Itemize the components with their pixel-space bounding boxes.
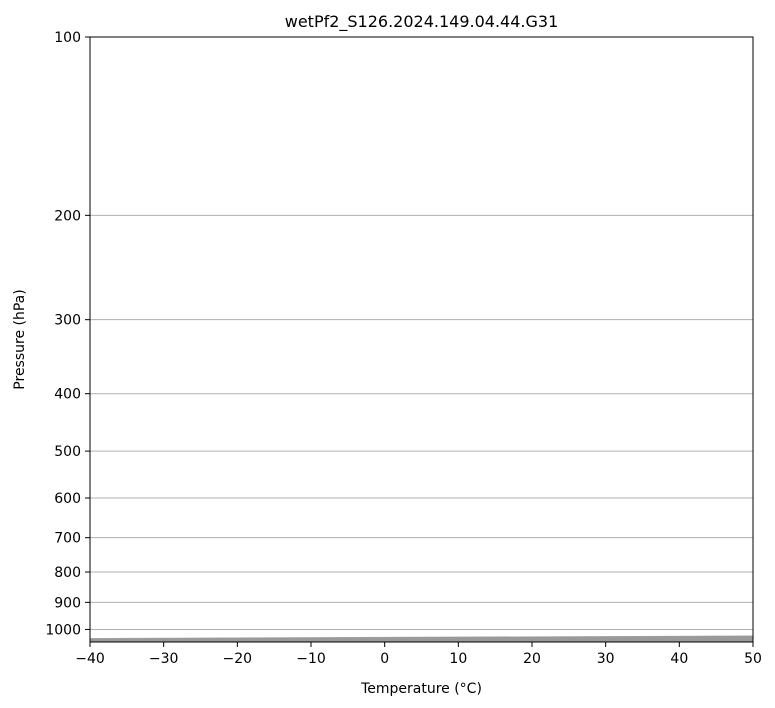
y-tick-label: 700 xyxy=(54,531,81,547)
pressure-gridlines xyxy=(90,37,753,630)
y-tick-label: 200 xyxy=(54,208,81,224)
x-tick-label: 0 xyxy=(380,651,389,667)
y-axis-label: Pressure (hPa) xyxy=(12,289,28,389)
x-tick-label: −40 xyxy=(75,651,105,667)
x-tick-label: −10 xyxy=(296,651,326,667)
y-tick-label: 1000 xyxy=(45,622,81,638)
plot-area: -100-90-80-70-60-50-40-30-20-100.10.20.4… xyxy=(90,37,753,642)
x-tick-label: 40 xyxy=(670,651,688,667)
y-tick-label: 600 xyxy=(54,491,81,507)
x-axis-label: Temperature (°C) xyxy=(360,681,482,697)
axes-ticks: −40 −30 −20 −10 0 10 20 30 40 50 100 200 300 400 500 60… xyxy=(45,30,762,667)
y-tick-label: 300 xyxy=(54,313,81,329)
y-tick-label: 100 xyxy=(54,30,81,46)
x-tick-label: 30 xyxy=(597,651,615,667)
plot-frame xyxy=(89,36,754,643)
y-tick-label: 400 xyxy=(54,387,81,403)
x-tick-label: 50 xyxy=(744,651,762,667)
x-tick-label: −20 xyxy=(223,651,253,667)
chart-title: wetPf2_S126.2024.149.04.44.G31 xyxy=(285,12,559,32)
x-tick-label: −30 xyxy=(149,651,179,667)
x-tick-label: 20 xyxy=(523,651,541,667)
y-tick-label: 900 xyxy=(54,595,81,611)
y-tick-label: 800 xyxy=(54,565,81,581)
y-tick-label: 500 xyxy=(54,444,81,460)
x-tick-label: 10 xyxy=(449,651,467,667)
